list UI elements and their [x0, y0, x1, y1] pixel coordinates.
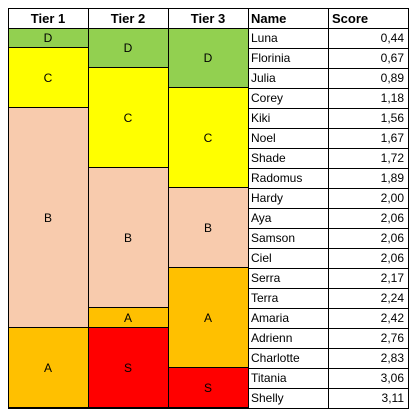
- tier-3-block-c: C: [168, 88, 248, 188]
- grid-line: [408, 8, 409, 408]
- name-cell: Noel: [248, 128, 328, 148]
- tier-3-block-s: S: [168, 368, 248, 408]
- name-cell: Ciel: [248, 248, 328, 268]
- grid-line: [248, 88, 408, 89]
- score-cell: 2,06: [328, 248, 408, 268]
- grid-line: [248, 48, 408, 49]
- score-cell: 2,24: [328, 288, 408, 308]
- grid-line: [248, 368, 408, 369]
- score-cell: 1,18: [328, 88, 408, 108]
- score-cell: 1,56: [328, 108, 408, 128]
- name-cell: Luna: [248, 28, 328, 48]
- grid-line: [248, 228, 408, 229]
- tier-1-block-d: D: [8, 28, 88, 48]
- grid-line: [248, 288, 408, 289]
- grid-line: [8, 8, 9, 408]
- name-cell: Shelly: [248, 388, 328, 408]
- grid-line: [88, 8, 89, 408]
- grid-line: [248, 108, 408, 109]
- tier-1-block-b: B: [8, 108, 88, 328]
- grid-line: [248, 148, 408, 149]
- score-cell: 0,67: [328, 48, 408, 68]
- grid-line: [8, 28, 408, 29]
- header-score: Score: [328, 8, 408, 28]
- grid-line: [248, 328, 408, 329]
- score-cell: 2,00: [328, 188, 408, 208]
- tier-3-block-b: B: [168, 188, 248, 268]
- grid-line: [248, 348, 408, 349]
- score-cell: 2,83: [328, 348, 408, 368]
- name-cell: Samson: [248, 228, 328, 248]
- score-cell: 2,06: [328, 208, 408, 228]
- score-cell: 3,11: [328, 388, 408, 408]
- name-cell: Hardy: [248, 188, 328, 208]
- grid-line: [248, 388, 408, 389]
- grid-line: [248, 128, 408, 129]
- score-cell: 0,44: [328, 28, 408, 48]
- name-cell: Julia: [248, 68, 328, 88]
- header-tier-2: Tier 2: [88, 8, 168, 28]
- score-cell: 1,72: [328, 148, 408, 168]
- grid-line: [248, 308, 408, 309]
- tier-3-block-d: D: [168, 28, 248, 88]
- grid-line: [8, 8, 408, 9]
- score-cell: 2,17: [328, 268, 408, 288]
- name-cell: Aya: [248, 208, 328, 228]
- name-cell: Titania: [248, 368, 328, 388]
- name-cell: Charlotte: [248, 348, 328, 368]
- score-cell: 1,89: [328, 168, 408, 188]
- name-cell: Corey: [248, 88, 328, 108]
- name-cell: Terra: [248, 288, 328, 308]
- name-cell: Kiki: [248, 108, 328, 128]
- grid-line: [248, 188, 408, 189]
- grid-line: [248, 68, 408, 69]
- name-cell: Florinia: [248, 48, 328, 68]
- grid-line: [248, 248, 408, 249]
- name-cell: Amaria: [248, 308, 328, 328]
- tier-2-block-a: A: [88, 308, 168, 328]
- score-cell: 2,42: [328, 308, 408, 328]
- name-cell: Radomus: [248, 168, 328, 188]
- score-cell: 0,89: [328, 68, 408, 88]
- score-cell: 2,06: [328, 228, 408, 248]
- tier-2-block-b: B: [88, 168, 168, 308]
- tier-2-block-c: C: [88, 68, 168, 168]
- grid-line: [8, 408, 409, 409]
- grid-line: [248, 208, 408, 209]
- tier-1-block-c: C: [8, 48, 88, 108]
- header-name: Name: [248, 8, 328, 28]
- header-tier-3: Tier 3: [168, 8, 248, 28]
- name-cell: Adrienn: [248, 328, 328, 348]
- tier-2-block-s: S: [88, 328, 168, 408]
- grid-line: [248, 168, 408, 169]
- name-cell: Shade: [248, 148, 328, 168]
- grid-line: [248, 268, 408, 269]
- name-cell: Serra: [248, 268, 328, 288]
- grid-line: [168, 8, 169, 408]
- tier-3-block-a: A: [168, 268, 248, 368]
- score-cell: 1,67: [328, 128, 408, 148]
- tier-2-block-d: D: [88, 28, 168, 68]
- tier-1-block-a: A: [8, 328, 88, 408]
- score-cell: 2,76: [328, 328, 408, 348]
- score-cell: 3,06: [328, 368, 408, 388]
- header-tier-1: Tier 1: [8, 8, 88, 28]
